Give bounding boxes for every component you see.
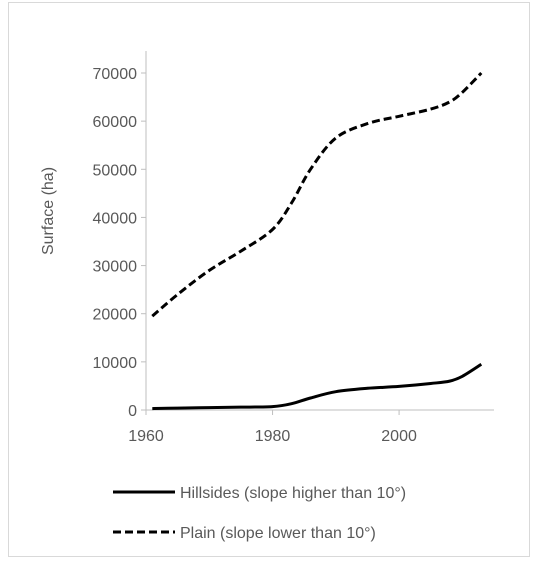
axes: [141, 51, 494, 415]
y-axis-title: Surface (ha): [40, 167, 57, 255]
y-tick-label: 20000: [93, 307, 138, 324]
chart-frame: 0 10000 20000 30000 40000 50000 60000 70000 196…: [8, 2, 530, 557]
legend-label: Plain (slope lower than 10°): [180, 525, 376, 542]
legend-label: Hillsides (slope higher than 10°): [180, 485, 406, 502]
x-tick-label: 2000: [381, 428, 417, 445]
series-line-plain: [151, 71, 483, 318]
y-tick-label: 40000: [93, 210, 138, 227]
line-chart: 0 10000 20000 30000 40000 50000 60000 70000 196…: [40, 51, 494, 542]
y-tick-label: 60000: [93, 114, 138, 131]
legend: Hillsides (slope higher than 10°) Plain (…: [113, 485, 406, 542]
series-lines: [151, 71, 483, 411]
y-tick-label: 10000: [93, 355, 138, 372]
x-tick-label: 1980: [255, 428, 291, 445]
y-tick-label: 50000: [93, 162, 138, 179]
y-tick-label: 70000: [93, 66, 138, 83]
y-tick-label: 30000: [93, 259, 138, 276]
series-line-hillsides: [152, 363, 483, 411]
x-tick-labels: 1960 1980 2000: [128, 428, 417, 445]
x-tick-label: 1960: [128, 428, 164, 445]
y-tick-label: 0: [128, 403, 137, 420]
y-tick-labels: 0 10000 20000 30000 40000 50000 60000 70000: [93, 66, 138, 420]
